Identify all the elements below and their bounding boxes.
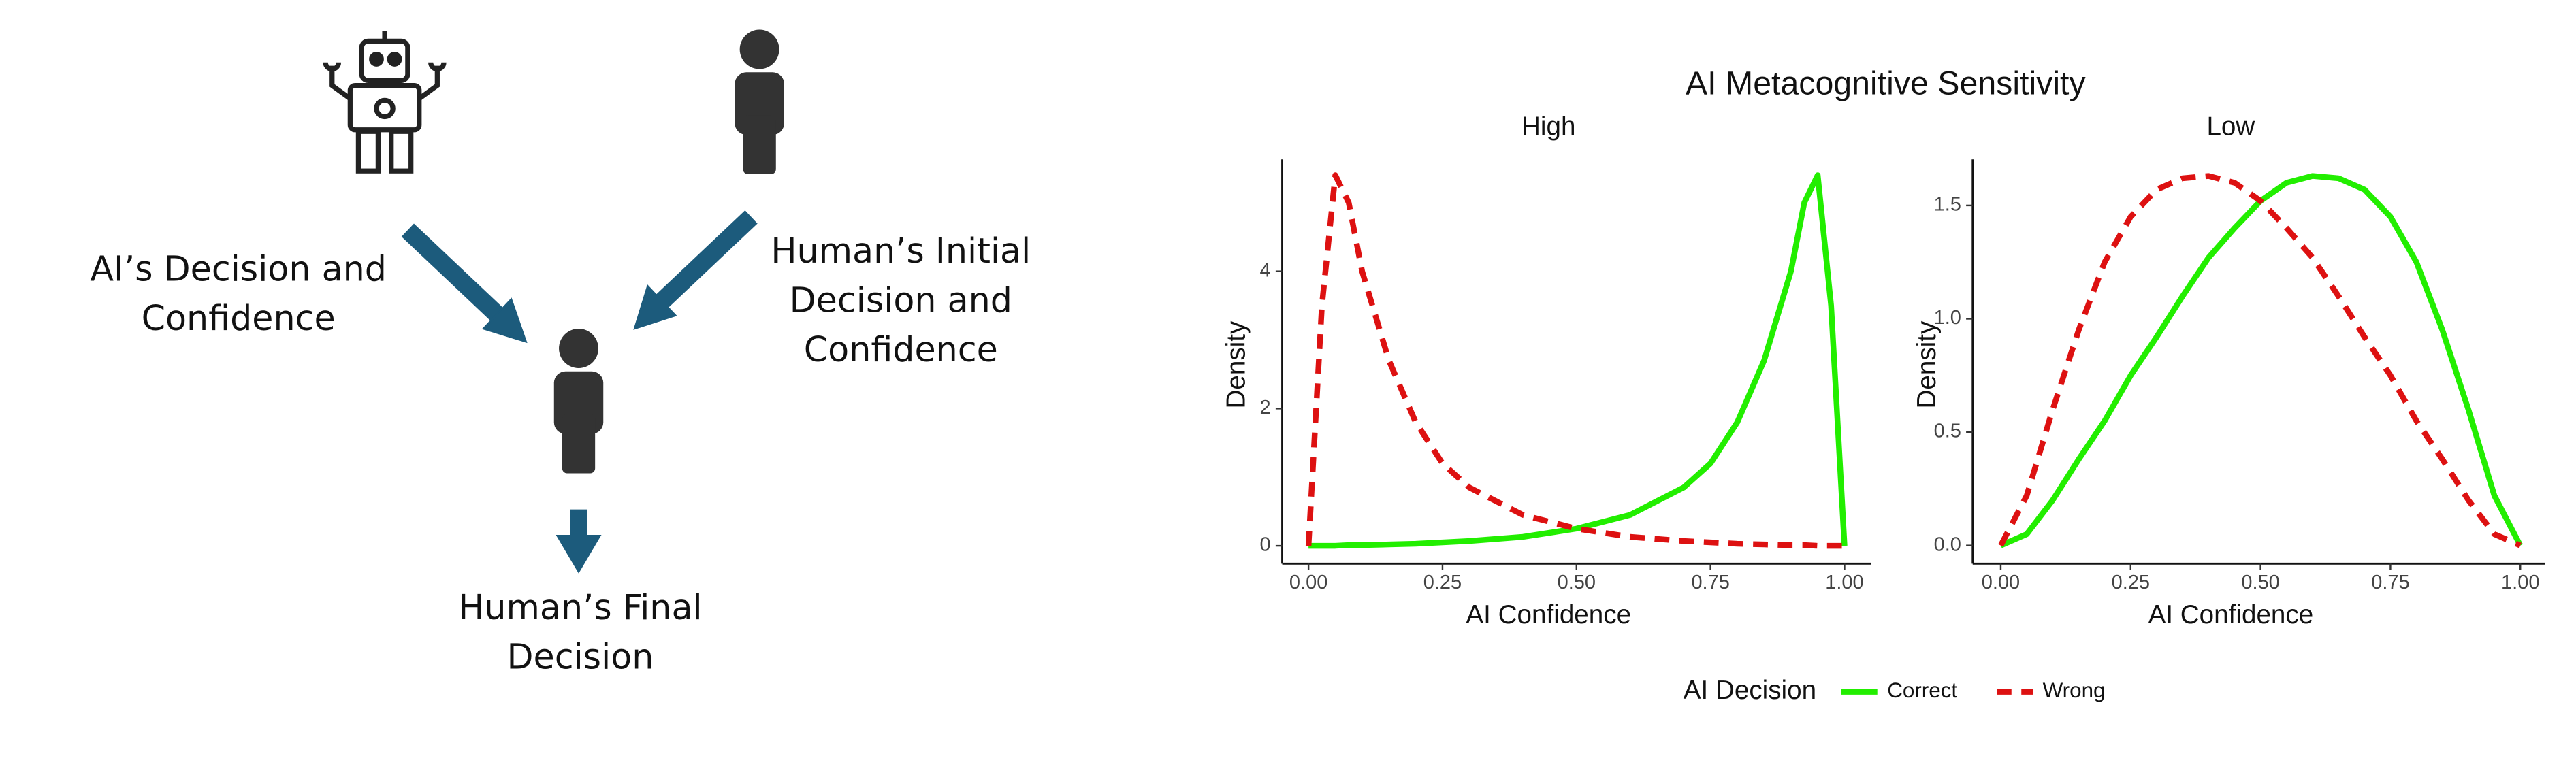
ai-label: AI’s Decision and bbox=[90, 248, 387, 289]
x-tick-label: 0.75 bbox=[2371, 572, 2409, 593]
facet-title: High bbox=[1522, 112, 1575, 142]
y-tick-label: 1.0 bbox=[1934, 307, 1961, 329]
x-tick-label: 0.50 bbox=[1558, 572, 1596, 593]
x-tick-label: 0.00 bbox=[1289, 572, 1327, 593]
density-line bbox=[1305, 172, 1845, 549]
x-tick-label: 0.00 bbox=[1982, 572, 2020, 593]
x-axis-label: AI Confidence bbox=[2148, 600, 2314, 629]
x-tick-label: 0.75 bbox=[1691, 572, 1729, 593]
y-tick-label: 4 bbox=[1260, 259, 1271, 281]
human-label: Confidence bbox=[804, 329, 998, 369]
x-axis-label: AI Confidence bbox=[1466, 600, 1631, 629]
density-line bbox=[1999, 173, 2523, 548]
y-tick-label: 0 bbox=[1260, 534, 1271, 556]
x-tick-label: 0.25 bbox=[1423, 572, 1462, 593]
legend-label: Wrong bbox=[2043, 678, 2106, 702]
ai-label: Confidence bbox=[142, 298, 336, 338]
human-label: Human’s Initial bbox=[771, 231, 1031, 271]
final-label: Decision bbox=[506, 636, 654, 676]
x-tick-label: 1.00 bbox=[1825, 572, 1863, 593]
y-tick-label: 0.0 bbox=[1934, 533, 1961, 555]
x-tick-label: 0.50 bbox=[2241, 572, 2279, 593]
y-tick-label: 2 bbox=[1260, 397, 1271, 418]
legend-label: Correct bbox=[1887, 678, 1957, 702]
density-line bbox=[1308, 172, 1848, 549]
robot-icon bbox=[323, 31, 447, 174]
arrow bbox=[401, 210, 758, 574]
facet-title: Low bbox=[2206, 112, 2255, 142]
density-line bbox=[1998, 173, 2522, 548]
x-tick-label: 1.00 bbox=[2501, 572, 2539, 593]
y-axis-label: Density bbox=[1222, 320, 1251, 408]
final-label: Human’s Final bbox=[458, 587, 702, 627]
y-axis-label: Density bbox=[1912, 320, 1942, 408]
chart-title: AI Metacognitive Sensitivity bbox=[1686, 65, 2087, 101]
y-tick-label: 1.5 bbox=[1934, 194, 1961, 216]
legend-title: AI Decision bbox=[1684, 676, 1816, 705]
human-icon bbox=[553, 328, 604, 474]
human-label: Decision and bbox=[790, 280, 1012, 320]
human-icon bbox=[735, 29, 784, 175]
x-tick-label: 0.25 bbox=[2112, 572, 2150, 593]
y-tick-label: 0.5 bbox=[1934, 421, 1961, 442]
